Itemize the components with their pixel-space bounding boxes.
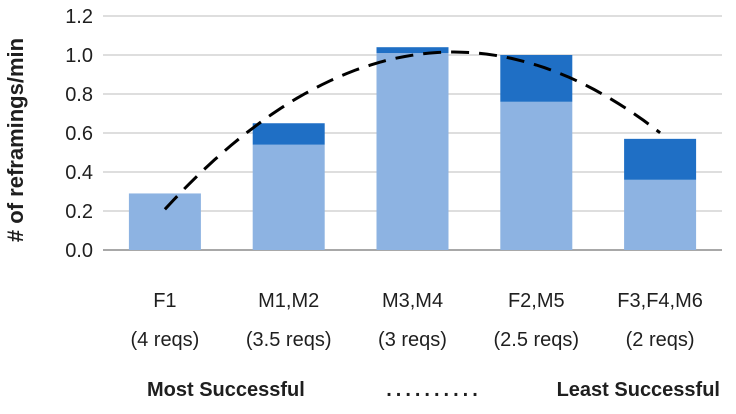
bar-segment-upper [624,138,697,180]
bar-segment-lower [500,101,573,250]
bar-segment-upper [252,123,325,145]
trend-layer [163,50,662,211]
x-category-label: M3,M4 [382,290,443,312]
y-tick-label: 1.0 [65,45,93,67]
x-category-label: M1,M2 [258,290,319,312]
x-category-labels: F1 (4 reqs) M1,M2 (3.5 reqs) M3,M4 (3 reqs) F2… [130,290,702,351]
y-tick-label: 0.0 [65,240,93,262]
x-category-label: F2,M5 [508,290,565,312]
x-category-sublabel: (2.5 reqs) [494,329,580,351]
y-tick-label: 0.8 [65,84,93,106]
footer-dots: .......... [386,379,482,401]
bar-segment-lower [624,179,697,250]
footer: Most Successful .......... Least Success… [147,379,720,401]
x-category-sublabel: (3.5 reqs) [246,329,332,351]
x-category-label: F3,F4,M6 [617,290,703,312]
trendline [163,50,662,211]
x-category-sublabel: (4 reqs) [130,329,199,351]
y-tick-labels: 0.0 0.2 0.4 0.6 0.8 1.0 1.2 [65,6,93,262]
footer-least-successful: Least Successful [557,379,720,401]
footer-most-successful: Most Successful [147,379,305,401]
y-tick-label: 0.2 [65,201,93,223]
bar-layer [128,47,697,250]
y-tick-label: 0.6 [65,123,93,145]
bar-segment-lower [376,53,449,250]
bar-segment-lower [252,144,325,250]
y-tick-label: 0.4 [65,162,93,184]
bar-segment-upper [376,47,449,54]
bar-segment-lower [128,193,201,250]
x-category-label: F1 [153,290,176,312]
y-tick-label: 1.2 [65,6,93,28]
x-category-sublabel: (3 reqs) [378,329,447,351]
bar-segment-upper [500,55,573,102]
x-category-sublabel: (2 reqs) [626,329,695,351]
y-axis-title: # of reframings/min [3,38,28,242]
